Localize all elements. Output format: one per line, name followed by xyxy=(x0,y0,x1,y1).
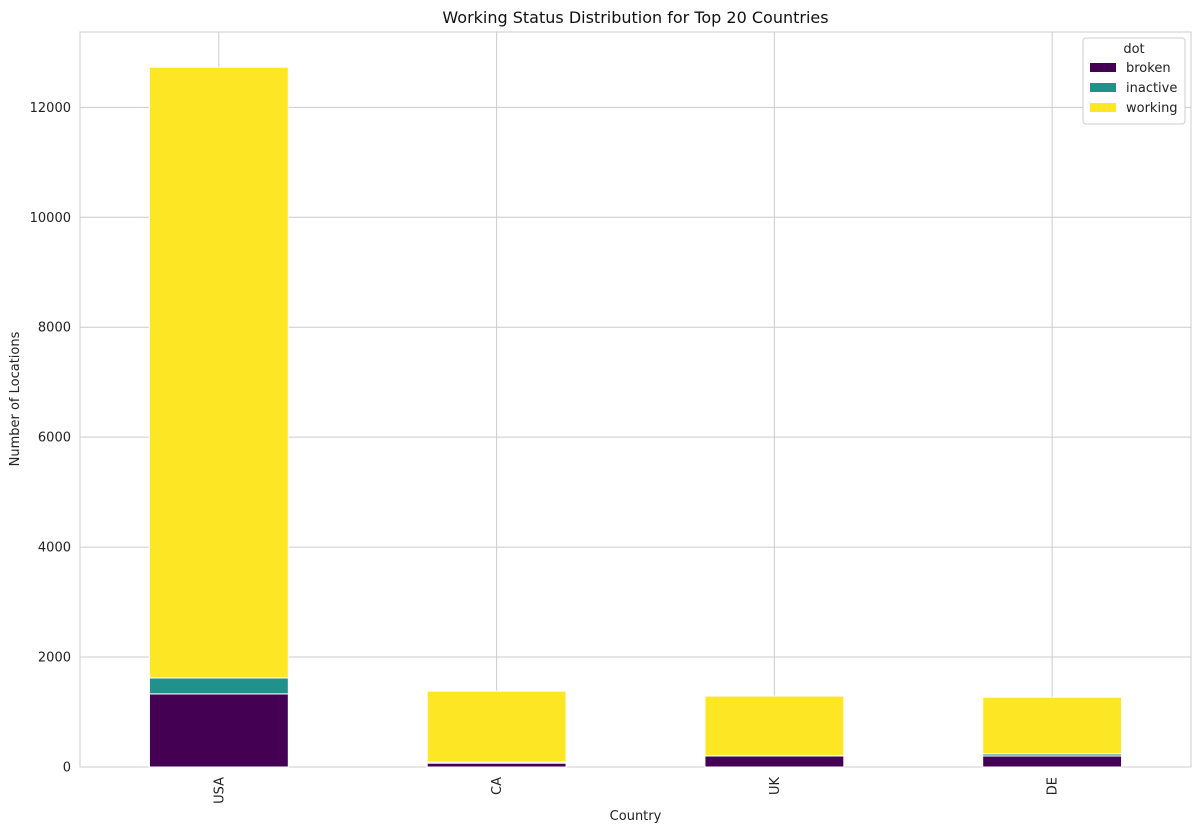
y-tick-label: 4000 xyxy=(38,541,71,556)
y-tick-label: 6000 xyxy=(38,431,71,446)
bar-broken-uk xyxy=(704,755,845,768)
x-axis-ticks: USA CA UK DE xyxy=(212,777,1060,804)
legend-label-working: working xyxy=(1126,101,1178,116)
chart-title: Working Status Distribution for Top 20 C… xyxy=(442,8,828,27)
y-tick-label: 8000 xyxy=(38,321,71,336)
legend-label-inactive: inactive xyxy=(1126,81,1177,96)
y-tick-label: 12000 xyxy=(30,101,71,116)
legend-label-broken: broken xyxy=(1126,61,1171,76)
y-tick-label: 10000 xyxy=(30,211,71,226)
legend: dot broken inactive working xyxy=(1082,37,1186,125)
y-tick-label: 0 xyxy=(63,761,71,776)
bar-working-ca xyxy=(426,690,567,763)
bar-working-usa xyxy=(148,66,289,679)
bar-inactive-usa xyxy=(148,677,289,695)
legend-swatch-inactive xyxy=(1090,83,1116,92)
bar-broken-usa xyxy=(148,693,289,768)
x-tick-label: UK xyxy=(768,777,783,796)
bar-working-uk xyxy=(704,695,845,756)
legend-swatch-working xyxy=(1090,103,1116,112)
bar-broken-ca xyxy=(426,762,567,768)
bar-working-de xyxy=(982,696,1123,755)
y-axis-label: Number of Locations xyxy=(8,331,23,466)
bars xyxy=(148,66,1123,768)
x-tick-label: USA xyxy=(212,777,227,804)
x-axis-label: Country xyxy=(610,809,662,824)
x-tick-label: CA xyxy=(490,777,505,795)
legend-swatch-broken xyxy=(1090,63,1116,72)
y-axis-ticks: 0 2000 4000 6000 8000 10000 12000 xyxy=(30,101,71,776)
legend-items: broken inactive working xyxy=(1090,61,1178,116)
legend-box xyxy=(1082,37,1186,125)
legend-title: dot xyxy=(1123,42,1144,57)
y-tick-label: 2000 xyxy=(38,651,71,666)
x-tick-label: DE xyxy=(1046,777,1061,795)
bar-broken-de xyxy=(982,755,1123,768)
